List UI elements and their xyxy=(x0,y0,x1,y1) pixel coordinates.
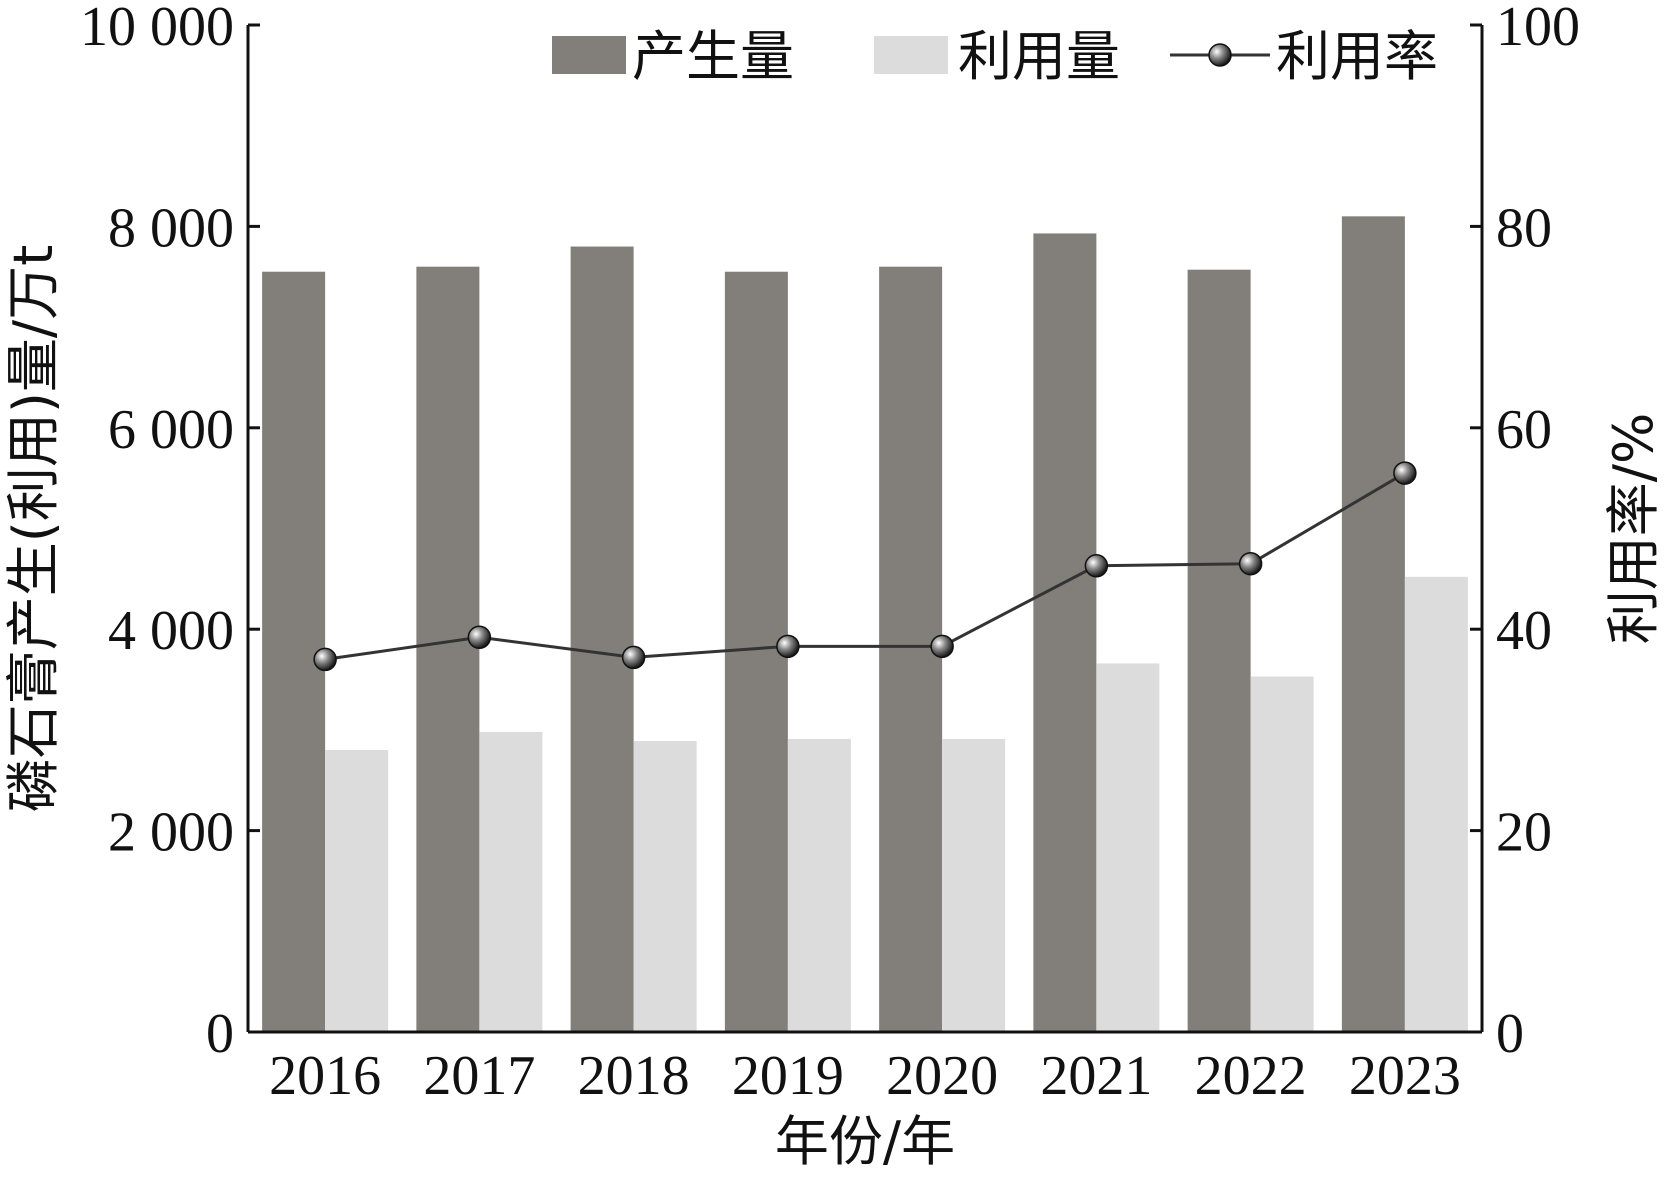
rate-point-2020 xyxy=(930,634,954,659)
bar-production-2017 xyxy=(416,266,480,1032)
right-tick-label: 100 xyxy=(1496,0,1580,58)
legend-label-rate: 利用率 xyxy=(1276,25,1438,88)
left-tick-label: 0 xyxy=(206,1003,234,1065)
rate-point-2023 xyxy=(1393,461,1417,485)
bar-utilization-2016 xyxy=(325,750,389,1032)
x-tick-label: 2023 xyxy=(1349,1045,1461,1107)
x-tick-label: 2021 xyxy=(1040,1045,1152,1107)
bar-utilization-2023 xyxy=(1404,576,1468,1032)
x-tick-label: 2020 xyxy=(886,1045,998,1107)
x-tick-label: 2018 xyxy=(578,1045,690,1107)
legend-label-utilization: 利用量 xyxy=(958,25,1120,88)
left-tick-label: 10 000 xyxy=(80,0,234,58)
rate-point-2022 xyxy=(1238,551,1263,576)
bar-production-2016 xyxy=(262,271,326,1033)
legend-swatch-utilization xyxy=(874,36,948,74)
bar-production-2023 xyxy=(1341,216,1405,1032)
rate-point-2016 xyxy=(313,647,337,672)
legend-label-production: 产生量 xyxy=(632,25,794,88)
right-tick-label: 80 xyxy=(1496,197,1552,259)
left-tick-label: 4 000 xyxy=(108,600,234,662)
bars-layer xyxy=(262,216,1468,1033)
rate-point-2017 xyxy=(467,625,492,650)
rate-point-2019 xyxy=(776,634,800,659)
x-tick-label: 2022 xyxy=(1195,1045,1307,1107)
bar-production-2018 xyxy=(570,246,634,1033)
rate-line xyxy=(324,471,1406,661)
x-tick-label: 2017 xyxy=(423,1045,535,1107)
left-tick-label: 2 000 xyxy=(108,802,234,864)
bar-utilization-2021 xyxy=(1096,663,1160,1032)
bar-utilization-2022 xyxy=(1250,676,1314,1032)
x-tick-label: 2016 xyxy=(269,1045,381,1107)
x-tick-label: 2019 xyxy=(732,1045,844,1107)
bar-production-2021 xyxy=(1033,233,1097,1033)
bar-utilization-2017 xyxy=(479,731,543,1032)
legend: 产生量 利用量 利用率 xyxy=(552,25,1438,88)
legend-swatch-rate-marker xyxy=(1208,43,1232,67)
right-tick-label: 0 xyxy=(1496,1003,1524,1065)
rate-point-2018 xyxy=(621,645,646,670)
rate-point-2021 xyxy=(1084,554,1109,578)
y2-axis-title: 利用率/% xyxy=(1602,413,1665,645)
right-tick-label: 20 xyxy=(1496,802,1552,864)
right-tick-label: 40 xyxy=(1496,600,1552,662)
legend-swatch-production xyxy=(552,36,626,74)
left-tick-label: 6 000 xyxy=(108,399,234,461)
bar-utilization-2019 xyxy=(787,738,851,1032)
bar-production-2022 xyxy=(1187,269,1251,1032)
y-axis-title: 磷石膏产生(利用)量/万t xyxy=(2,245,65,813)
rate-line-layer xyxy=(313,461,1417,672)
bar-utilization-2018 xyxy=(633,740,697,1032)
right-tick-label: 60 xyxy=(1496,399,1552,461)
bar-production-2019 xyxy=(724,271,788,1033)
x-axis-title: 年份/年 xyxy=(775,1110,955,1173)
bar-utilization-2020 xyxy=(942,738,1006,1032)
left-tick-label: 8 000 xyxy=(108,197,234,259)
